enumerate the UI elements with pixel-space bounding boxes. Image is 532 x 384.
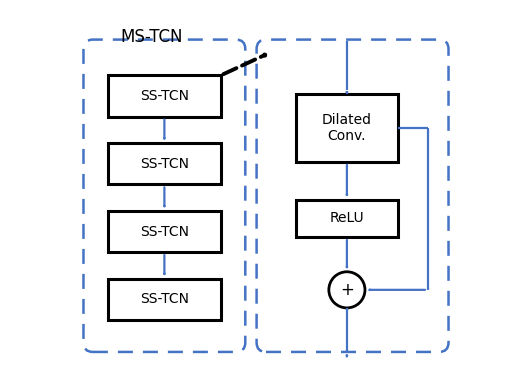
Circle shape [329, 272, 365, 308]
Text: +: + [340, 281, 354, 299]
Text: SS-TCN: SS-TCN [140, 157, 189, 171]
Text: ReLU: ReLU [330, 211, 364, 225]
Bar [296, 94, 398, 162]
Bar [108, 278, 221, 320]
Text: SS-TCN: SS-TCN [140, 292, 189, 306]
Bar [296, 200, 398, 237]
Bar [108, 143, 221, 184]
Bar [108, 211, 221, 252]
Bar [108, 75, 221, 117]
Text: MS-TCN: MS-TCN [120, 28, 182, 46]
Text: SS-TCN: SS-TCN [140, 225, 189, 238]
Text: SS-TCN: SS-TCN [140, 89, 189, 103]
Text: Dilated
Conv.: Dilated Conv. [322, 113, 372, 143]
